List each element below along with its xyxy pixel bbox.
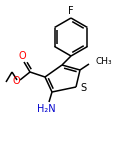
Text: S: S: [80, 83, 86, 93]
Text: O: O: [12, 76, 20, 86]
Text: CH₃: CH₃: [95, 57, 112, 66]
Text: F: F: [68, 6, 74, 16]
Text: H₂N: H₂N: [37, 104, 55, 114]
Text: O: O: [18, 51, 26, 61]
